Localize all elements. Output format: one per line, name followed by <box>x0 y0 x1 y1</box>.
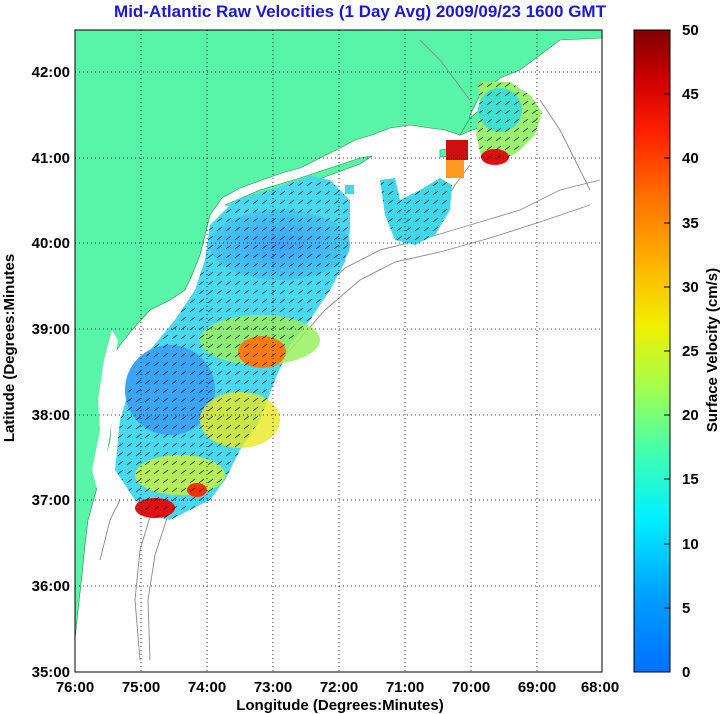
y-tick-label: 35:00 <box>32 664 70 681</box>
chesapeake-bay <box>92 330 118 500</box>
y-tick-label: 39:00 <box>32 321 70 338</box>
x-tick-label: 74:00 <box>188 679 226 696</box>
velocity-vectors-south <box>115 176 350 520</box>
orange-hotspot-vineyard <box>446 160 464 178</box>
colorbar: 0 5 10 15 20 25 30 35 40 45 50 Surface V… <box>633 22 721 681</box>
x-tick-label: 75:00 <box>122 679 160 696</box>
x-tick-label: 72:00 <box>320 679 358 696</box>
colorbar-tick-label: 15 <box>682 471 699 488</box>
colorbar-tick-label: 10 <box>682 536 699 553</box>
y-tick-label: 40:00 <box>32 235 70 252</box>
velocity-pixel-isolated <box>345 185 354 194</box>
y-axis-label: Latitude (Degrees:Minutes <box>1 254 18 442</box>
colorbar-tick-label: 20 <box>682 407 699 424</box>
colorbar-tick-label: 45 <box>682 86 699 103</box>
y-tick-label: 41:00 <box>32 150 70 167</box>
velocity-vectors-east <box>476 82 542 162</box>
x-tick-label: 76:00 <box>56 679 94 696</box>
plot-area <box>74 29 603 673</box>
velocity-vectors-center <box>380 178 452 245</box>
colorbar-tick-label: 25 <box>682 343 699 360</box>
x-tick-label: 71:00 <box>386 679 424 696</box>
colorbar-tick-label: 0 <box>682 664 690 681</box>
map-title: Mid-Atlantic Raw Velocities (1 Day Avg) … <box>114 2 607 21</box>
y-tick-label: 36:00 <box>32 578 70 595</box>
x-tick-label: 69:00 <box>518 679 556 696</box>
x-axis-ticks: 76:00 75:00 74:00 73:00 72:00 71:00 70:0… <box>56 679 619 696</box>
colorbar-tick-label: 40 <box>682 150 699 167</box>
colorbar-tick-label: 30 <box>682 279 699 296</box>
red-hotspot-vineyard <box>446 140 468 160</box>
x-tick-label: 70:00 <box>452 679 490 696</box>
y-tick-label: 38:00 <box>32 407 70 424</box>
colorbar-tick-label: 35 <box>682 215 699 232</box>
x-axis-label: Longitude (Degrees:Minutes) <box>236 697 444 714</box>
colorbar-tick-label: 5 <box>682 600 690 617</box>
x-tick-label: 73:00 <box>254 679 292 696</box>
y-axis-ticks: 35:00 36:00 37:00 38:00 39:00 40:00 41:0… <box>32 64 70 681</box>
colorbar-tick-label: 50 <box>682 22 699 39</box>
y-tick-label: 37:00 <box>32 492 70 509</box>
colorbar-label: Surface Velocity (cm/s) <box>704 268 721 432</box>
x-tick-label: 68:00 <box>581 679 619 696</box>
y-tick-label: 42:00 <box>32 64 70 81</box>
